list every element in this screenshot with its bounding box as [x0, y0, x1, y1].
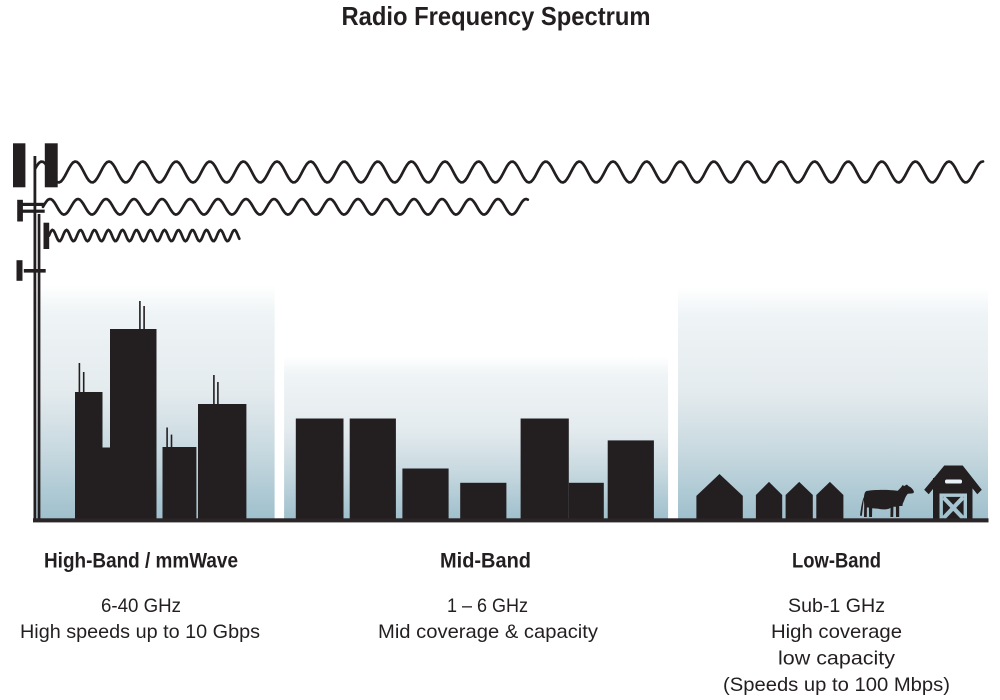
svg-text:1 – 6 GHz: 1 – 6 GHz [447, 595, 528, 617]
svg-text:Low-Band: Low-Band [792, 550, 881, 573]
svg-text:(Speeds up to 100 Mbps): (Speeds up to 100 Mbps) [723, 674, 950, 696]
svg-text:Mid coverage & capacity: Mid coverage & capacity [378, 621, 598, 643]
svg-text:High speeds up to 10 Gbps: High speeds up to 10 Gbps [20, 621, 260, 643]
svg-text:Sub-1 GHz: Sub-1 GHz [788, 595, 885, 617]
svg-text:Radio Frequency Spectrum: Radio Frequency Spectrum [342, 1, 651, 31]
svg-text:Mid-Band: Mid-Band [440, 550, 531, 573]
svg-text:6-40 GHz: 6-40 GHz [101, 595, 181, 617]
svg-text:High-Band / mmWave: High-Band / mmWave [44, 550, 238, 573]
svg-text:High coverage: High coverage [771, 621, 902, 643]
svg-text:low capacity: low capacity [778, 648, 895, 670]
